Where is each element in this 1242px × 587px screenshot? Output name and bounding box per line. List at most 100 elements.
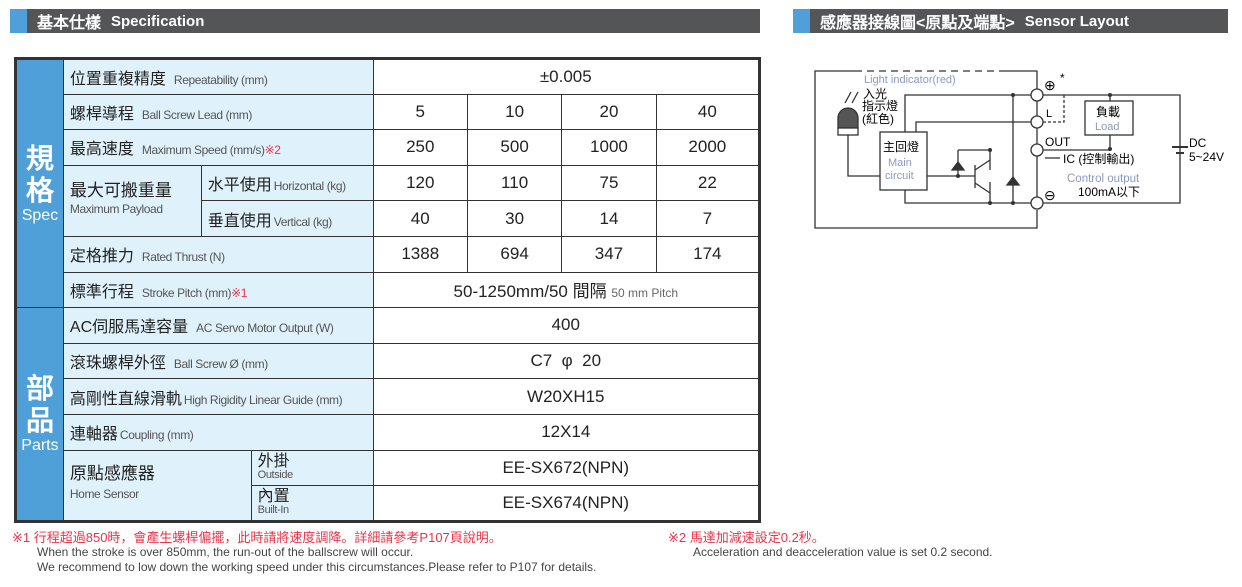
rows-lead-en: Ball Screw Lead (mm) <box>141 107 252 122</box>
table-cell-label: AC伺服馬達容量 AC Servo Motor Output (W) <box>62 307 374 344</box>
rows-guide-zh: 高剛性直線滑軌 <box>69 390 182 408</box>
rows-home-zh: 原點感應器 <box>69 463 155 483</box>
table-row-stroke: 標準行程 Stroke Pitch (mm)※1 50-1250mm/50 間隔 … <box>16 271 761 309</box>
rows-lead-zh: 螺桿導程 <box>69 105 134 123</box>
rows-thrust-zh: 定格推力 <box>69 248 134 266</box>
header-accent <box>10 9 27 33</box>
notes-n1_zh: ※1 行程超過850時，會產生螺桿偏擺，此時請將速度調降。詳細請參考P107頁說… <box>12 530 502 545</box>
spec-header-en: Specification <box>111 12 205 30</box>
rows-motor-en: AC Servo Motor Output (W) <box>196 321 334 336</box>
rows-motor-value: 400 <box>372 307 761 344</box>
rows-payload-vertical-zh: 垂直使用 <box>207 212 272 230</box>
rows-payload-horizontal-values-3: 22 <box>655 164 761 202</box>
diagram-light_zh1: 入光 <box>863 87 887 101</box>
rows-thrust-en: Rated Thrust (N) <box>141 250 225 265</box>
diagram-load_en: Load <box>1095 121 1119 133</box>
table-row-speed: 最高速度 Maximum Speed (mm/s)※2 250 500 1000 200… <box>16 129 761 166</box>
sensor-header: 感應器接線圖<原點及端點> Sensor Layout <box>793 9 1228 33</box>
diagram-control_en: Control output <box>1067 173 1140 185</box>
rows-home-builtin-en: Built-In <box>257 504 289 517</box>
table-row-coupling: 連軸器 Coupling (mm) 12X14 <box>16 413 761 451</box>
notes-n2_zh: ※2 馬達加減速設定0.2秒。 <box>668 530 825 545</box>
rows-home-outside-zh: 外掛 <box>257 453 290 471</box>
diagram-load_zh: 負載 <box>1096 105 1120 119</box>
table-cell-label: 連軸器 Coupling (mm) <box>62 413 374 451</box>
light-indicator-label: Light indicator(red) <box>864 74 956 86</box>
diagram-L: L <box>1046 108 1052 120</box>
rows-payload-vertical-values-2: 14 <box>561 200 657 237</box>
table-row-home-builtin: 內置 Built-In EE-SX674(NPN) <box>16 485 761 522</box>
sensor-header-zh: 感應器接線圖<原點及端點> <box>820 15 1015 32</box>
diagram-light_zh2: 指示燈 <box>862 98 898 113</box>
rows-stroke-en: Stroke Pitch (mm) <box>141 285 232 300</box>
table-cell-label: 定格推力 Rated Thrust (N) <box>62 235 374 273</box>
rows-thrust-values-1: 694 <box>466 235 563 273</box>
category-parts: 部品 Parts <box>15 307 64 522</box>
rows-motor-zh: AC伺服馬達容量 <box>69 319 189 337</box>
rows-speed-values-3: 2000 <box>655 129 761 166</box>
rows-stroke-value: 50-1250mm/50 間隔 <box>453 282 607 302</box>
diagram-ic: IC (控制輸出) <box>1063 151 1134 166</box>
diagram-current: 100mA以下 <box>1078 185 1140 199</box>
diagram-main_en1: Main <box>888 157 912 169</box>
rows-home-outside-en: Outside <box>257 469 294 482</box>
rows-coupling-zh: 連軸器 <box>69 426 118 444</box>
note-2: ※2 馬達加減速設定0.2秒。 Acceleration and deaccele… <box>668 530 993 560</box>
notes-n1_en1: When the stroke is over 850mm, the run-o… <box>37 545 414 559</box>
table-cell-label: 高剛性直線滑軌 High Rigidity Linear Guide (mm) <box>62 378 374 415</box>
rows-speed-zh: 最高速度 <box>69 141 134 159</box>
categories-parts_zh2: 品 <box>25 404 54 436</box>
categories-parts_zh1: 部 <box>25 372 54 404</box>
table-row-thrust: 定格推力 Rated Thrust (N) 1388 694 347 174 <box>16 235 761 273</box>
table-cell-label: 內置 Built-In <box>250 485 374 522</box>
note-1: ※1 行程超過850時，會產生螺桿偏擺，此時請將速度調降。詳細請參考P107頁說… <box>12 530 596 575</box>
rows-stroke-pitch: 50 mm Pitch <box>611 286 679 301</box>
rows-payload-horizontal-zh: 水平使用 <box>207 177 272 195</box>
table-row-horizontal: 最大可搬重量 Maximum Payload 水平使用 Horizontal (kg… <box>16 164 761 237</box>
rows-stroke-note: ※1 <box>231 285 248 300</box>
table-row-guide: 高剛性直線滑軌 High Rigidity Linear Guide (mm) W2… <box>16 378 761 415</box>
table-cell-label: 位置重複精度 Repeatability (mm) <box>62 58 374 95</box>
rows-lead-values-0: 5 <box>372 93 468 131</box>
rows-home-en: Home Sensor <box>69 486 139 501</box>
rows-guide-value: W20XH15 <box>372 378 761 415</box>
rows-payload-horizontal-values-2: 75 <box>561 164 657 202</box>
header-accent <box>793 9 810 33</box>
repeatability-value: ±0.005 <box>372 58 761 95</box>
categories-spec_zh1: 規 <box>25 142 54 174</box>
spec-table: 規格 Spec 位置重複精度 Repeatability (mm) ±0.005 螺… <box>14 57 761 523</box>
rows-lead-values-2: 20 <box>561 93 657 131</box>
rows-repeat-zh: 位置重複精度 <box>69 70 166 88</box>
rows-payload-vertical-en: Vertical (kg) <box>273 214 333 229</box>
rows-thrust-values-2: 347 <box>561 235 657 273</box>
categories-parts_en: Parts <box>21 436 59 454</box>
spec-header-zh: 基本仕樣 <box>37 15 102 32</box>
table-row-home-outside: 原點感應器 Home Sensor 外掛 Outside EE-SX672(NPN) <box>16 449 761 522</box>
rows-speed-values-1: 500 <box>466 129 563 166</box>
rows-speed-values-0: 250 <box>372 129 468 166</box>
rows-lead-values-1: 10 <box>466 93 563 131</box>
diagram-star: * <box>1060 71 1065 85</box>
table-row-repeatability: 規格 Spec 位置重複精度 Repeatability (mm) ±0.005 <box>15 57 761 309</box>
table-cell-label: 外掛 Outside <box>250 449 374 487</box>
table-cell-label: 標準行程 Stroke Pitch (mm)※1 <box>62 271 374 309</box>
rows-thrust-values-3: 174 <box>655 235 761 273</box>
rows-home-builtin-value: EE-SX674(NPN) <box>372 485 761 522</box>
rows-thrust-values-0: 1388 <box>372 235 468 273</box>
rows-payload-vertical-values-3: 7 <box>655 200 761 237</box>
table-cell-label: 垂直使用 Vertical (kg) <box>200 200 374 237</box>
table-row-vertical: 垂直使用 Vertical (kg) 40 30 14 7 <box>16 200 761 237</box>
diagram-plus: ⊕ <box>1044 77 1056 93</box>
notes-n1_en2: We recommend to low down the working spe… <box>37 560 597 574</box>
table-row-screw: 滾珠螺桿外徑 Ball Screw Ø (mm) C7 φ 20 <box>16 342 761 380</box>
rows-home-outside-value: EE-SX672(NPN) <box>372 449 761 487</box>
table-row-motor: 部品 Parts AC伺服馬達容量 AC Servo Motor Output (W… <box>15 307 761 522</box>
table-cell-label: 滾珠螺桿外徑 Ball Screw Ø (mm) <box>62 342 374 380</box>
table-cell-label: 水平使用 Horizontal (kg) <box>200 164 374 202</box>
table-cell-value: 50-1250mm/50 間隔 50 mm Pitch <box>372 271 761 309</box>
category-spec: 規格 Spec <box>15 57 64 309</box>
rows-screw-value: C7 φ 20 <box>372 342 761 380</box>
rows-guide-en: High Rigidity Linear Guide (mm) <box>183 392 343 407</box>
table-cell-label: 原點感應器 Home Sensor <box>62 449 252 522</box>
